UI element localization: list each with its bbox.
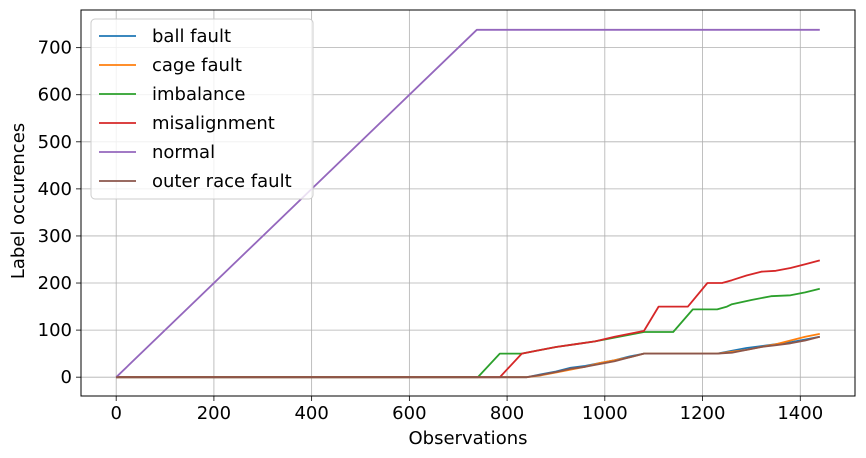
series-line-normal bbox=[115, 28, 820, 378]
y-axis-ticks: 0 100 200 300 400 500 600 700 bbox=[38, 38, 81, 388]
y-tick-label: 600 bbox=[38, 85, 72, 106]
series-line-misalignment bbox=[116, 259, 821, 379]
legend-label: outer race fault bbox=[152, 171, 292, 192]
legend-box bbox=[90, 18, 314, 200]
y-axis-label: Label occurences bbox=[8, 123, 29, 279]
legend-label: ball fault bbox=[152, 26, 231, 47]
x-tick-label: 1000 bbox=[582, 403, 628, 424]
legend-label: imbalance bbox=[152, 84, 245, 105]
y-tick-label: 400 bbox=[38, 179, 72, 200]
series-line-cage-fault bbox=[116, 333, 820, 379]
legend-label: misalignment bbox=[152, 113, 275, 134]
x-tick-label: 1400 bbox=[777, 403, 823, 424]
legend-label: normal bbox=[152, 142, 215, 163]
x-tick-label: 800 bbox=[490, 403, 524, 424]
series-line-outer-race-fault bbox=[116, 335, 821, 379]
axes-frame bbox=[80, 9, 856, 397]
x-tick-label: 400 bbox=[294, 403, 328, 424]
series-line-imbalance bbox=[116, 287, 821, 379]
y-tick-label: 200 bbox=[38, 273, 72, 294]
y-tick-label: 100 bbox=[38, 320, 72, 341]
x-tick-label: 0 bbox=[110, 403, 121, 424]
legend-label: cage fault bbox=[152, 55, 242, 76]
y-tick-label: 0 bbox=[61, 367, 72, 388]
x-axis-ticks: 0 200 400 600 800 1000 1200 1400 bbox=[110, 396, 823, 424]
x-tick-label: 200 bbox=[197, 403, 231, 424]
x-tick-label: 1200 bbox=[680, 403, 726, 424]
series-line-ball-fault bbox=[116, 335, 820, 379]
y-tick-label: 300 bbox=[38, 226, 72, 247]
x-axis-label: Observations bbox=[409, 428, 528, 449]
x-tick-label: 600 bbox=[392, 403, 426, 424]
y-tick-label: 500 bbox=[38, 132, 72, 153]
legend: ball fault cage fault imbalance misalignmen… bbox=[90, 18, 314, 200]
plot-area bbox=[80, 9, 856, 397]
y-tick-label: 700 bbox=[38, 38, 72, 59]
